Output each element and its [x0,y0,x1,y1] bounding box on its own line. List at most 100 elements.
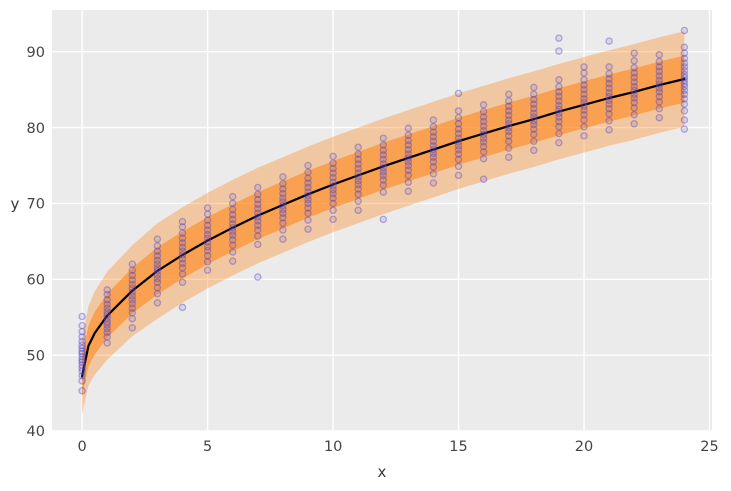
data-point [228,257,237,265]
data-point [530,125,538,133]
data-point [279,173,287,181]
data-point [379,188,388,196]
data-point [429,132,438,141]
data-point [304,195,312,204]
data-point [178,234,187,243]
data-point [605,96,613,105]
data-point [429,149,438,158]
data-point [203,266,212,274]
data-point [153,289,162,298]
data-point [555,76,563,84]
data-point [379,181,388,189]
data-point [329,169,337,177]
data-point [429,116,438,124]
data-point [304,192,312,200]
data-point [530,104,538,113]
data-point [329,182,337,190]
data-point [78,347,86,356]
data-point [354,173,362,181]
data-point [680,66,689,75]
data-point [504,111,513,120]
data-point [504,90,513,98]
data-point [655,72,664,80]
data-point [680,86,689,95]
data-point [304,225,312,233]
data-point [379,167,388,176]
data-point [153,274,162,283]
data-point [404,150,413,158]
data-point [78,321,86,330]
x-tick-label: 10 [324,439,342,455]
data-point [580,102,588,111]
data-point [655,98,664,106]
data-point [128,308,137,317]
data-point [304,204,312,212]
data-point [530,146,538,155]
data-point [153,278,162,287]
data-point [354,160,362,168]
data-point [680,43,689,51]
y-tick-label: 80 [27,121,45,137]
data-point [128,284,137,293]
data-point [680,79,689,88]
data-point [555,123,563,131]
data-point [254,183,262,192]
data-point [655,76,664,85]
y-tick-label: 50 [27,348,45,364]
data-point [555,129,563,138]
data-point [304,179,312,187]
data-point [103,286,111,294]
data-point [580,116,588,124]
data-point [279,198,287,206]
x-tick-label: 25 [700,439,718,455]
data-point [304,216,312,224]
data-point [78,377,86,385]
data-point [555,113,563,121]
data-point [580,106,588,114]
data-point [555,97,563,105]
data-point [153,267,162,275]
data-point [379,171,388,180]
data-point [429,142,438,150]
data-point [279,226,287,234]
data-point [605,116,613,125]
data-point [680,70,689,79]
data-point [404,157,413,166]
data-point [279,235,287,243]
axis-tick-labels: 0 5 10 15 20 25 40 50 60 70 80 90 [27,45,719,455]
data-point [203,258,212,266]
data-point [404,178,413,186]
data-point [178,278,187,287]
data-point [203,238,212,246]
data-point [454,145,463,154]
data-point [404,166,413,174]
data-point [680,59,689,67]
data-point [103,314,111,322]
data-point [379,160,388,168]
data-point [429,153,438,161]
data-point [630,63,638,72]
y-axis-label: y [11,195,20,213]
data-point [454,150,463,158]
data-point [630,86,638,95]
data-point [103,304,111,312]
data-point [555,47,563,55]
data-point [228,220,237,228]
data-point [78,361,86,369]
data-point [128,266,137,274]
data-point [304,183,312,192]
data-point [429,137,438,145]
x-tick-label: 5 [203,439,212,455]
data-point [329,206,337,215]
data-point [354,190,362,199]
data-point [103,308,111,316]
data-point [178,264,187,272]
x-tick-label: 0 [77,439,86,455]
data-point [655,104,664,113]
data-point [203,216,212,224]
data-point [454,125,463,133]
data-point [354,150,362,158]
data-point [504,102,513,111]
data-point [555,34,563,42]
